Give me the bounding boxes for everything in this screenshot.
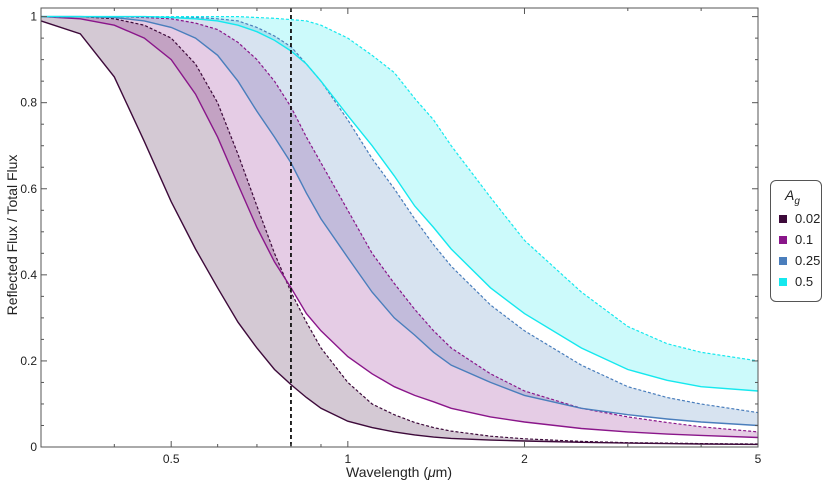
line-solid-0.02 [40,20,759,446]
y-tick-label: 0.4 [20,268,37,282]
line-dashed-0.5 [41,16,759,362]
legend-swatch [779,214,787,223]
y-tick-label: 0 [30,440,37,454]
y-tick-label: 0.6 [20,182,37,196]
legend-swatch [779,235,787,244]
legend-item-0.1: 0.1 [779,232,813,250]
line-dashed-0.25 [41,16,759,414]
x-tick-label: 5 [755,452,762,466]
x-tick-label: 0.5 [163,452,180,466]
line-dashed-0.02 [41,16,759,445]
band-0.1 [41,16,758,438]
legend-swatch [779,256,787,265]
series-lines [40,15,759,446]
plot-frame [40,7,759,448]
y-tick-label: 1 [30,10,37,24]
line-solid-0.25 [41,15,759,427]
bands [41,16,758,445]
legend-item-0.25: 0.25 [779,253,820,271]
legend-swatch [779,277,787,286]
y-tick-label: 0.2 [20,354,37,368]
x-axis-ticks: 0.5 1 2 5 [40,8,762,466]
x-tick-label: 2 [521,452,528,466]
y-tick-label: 0.8 [20,96,37,110]
line-solid-0.1 [40,15,759,439]
band-0.5 [41,16,758,391]
x-axis-label: Wavelength (μm) [346,464,452,480]
band-0.02 [41,16,758,445]
y-axis-ticks: 0 0.2 0.4 0.6 0.8 1 [20,10,758,454]
legend-item-0.02: 0.02 [779,211,820,229]
legend-title: Ag [785,187,800,207]
line-solid-0.5 [41,15,759,392]
x-tick-label: 1 [344,452,351,466]
legend-item-0.5: 0.5 [779,274,813,292]
line-dashed-0.1 [41,16,759,433]
band-0.25 [41,16,758,426]
y-axis-label: Reflected Flux / Total Flux [4,155,20,316]
legend: Ag 0.02 0.1 0.25 0.5 [770,180,822,302]
